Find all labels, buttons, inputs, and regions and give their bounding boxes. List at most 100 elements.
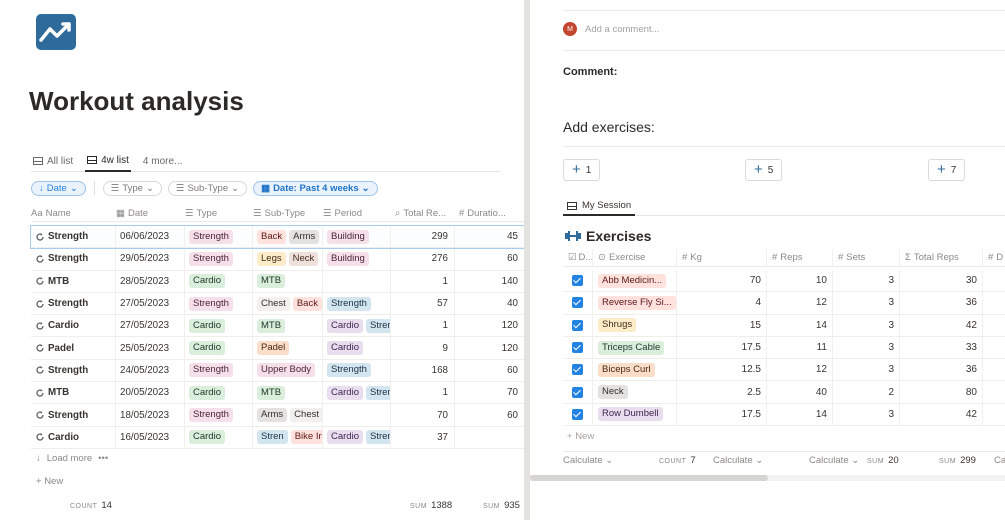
footer-sum-duration[interactable]: SUM 935: [483, 500, 520, 511]
column-header-total-reps[interactable]: ⌕ Total Re...: [391, 205, 455, 221]
cell-type[interactable]: Cardio: [185, 270, 253, 292]
comment-input[interactable]: Add a comment...: [585, 23, 660, 35]
table-row[interactable]: Strength 06/06/2023 Strength Back Arms Bu…: [30, 224, 524, 250]
cell-duration[interactable]: 140: [455, 271, 524, 292]
tab-my-session[interactable]: My Session: [563, 197, 636, 216]
exercise-tag[interactable]: Neck: [598, 385, 628, 400]
cell-subtype[interactable]: Arms Chest: [253, 404, 323, 426]
cell-date[interactable]: 29/05/2023: [116, 248, 185, 270]
new-row-button[interactable]: + New: [36, 476, 63, 487]
cell-sets[interactable]: 3: [833, 314, 900, 336]
cell-cut[interactable]: [983, 270, 1005, 291]
cell-sets[interactable]: 2: [833, 381, 900, 403]
cell-type[interactable]: Cardio: [185, 337, 253, 359]
footer-count[interactable]: COUNT 7: [659, 455, 696, 466]
cell-done[interactable]: [563, 381, 593, 403]
cell-done[interactable]: [563, 336, 593, 359]
tab-4w-list[interactable]: 4w list: [85, 150, 131, 172]
cell-period[interactable]: [323, 404, 391, 426]
column-header-kg[interactable]: # Kg: [677, 249, 767, 266]
cell-name[interactable]: Cardio: [31, 315, 116, 337]
cell-total-reps[interactable]: 1: [391, 315, 455, 337]
calculate-button[interactable]: Calculate ⌄: [713, 455, 764, 466]
cell-total-reps[interactable]: 1: [391, 270, 455, 292]
cell-type[interactable]: Strength: [185, 404, 253, 426]
cell-period[interactable]: Cardio Stren: [323, 426, 391, 448]
column-header-reps[interactable]: # Reps: [767, 249, 833, 266]
cell-total-reps[interactable]: 36: [900, 292, 983, 314]
checkbox[interactable]: [572, 342, 583, 354]
cell-name[interactable]: Strength: [31, 404, 116, 426]
cell-date[interactable]: 16/05/2023: [116, 426, 185, 448]
cell-name[interactable]: MTB: [31, 270, 116, 292]
cell-duration[interactable]: 120: [455, 315, 524, 336]
footer-sum-total[interactable]: SUM 299: [939, 455, 976, 466]
cell-subtype[interactable]: Padel: [253, 337, 323, 359]
cell-cut[interactable]: [983, 337, 1005, 358]
filter-subtype-button[interactable]: ☰ Sub-Type ⌄: [167, 181, 248, 196]
cell-duration[interactable]: 45: [455, 226, 524, 247]
cell-exercise[interactable]: Shrugs: [593, 314, 677, 336]
cell-date[interactable]: 24/05/2023: [116, 359, 185, 382]
calculate-button[interactable]: Calculate ⌄: [809, 455, 860, 466]
column-header-subtype[interactable]: ☰ Sub-Type: [253, 205, 323, 221]
cell-done[interactable]: [563, 314, 593, 336]
checkbox[interactable]: [572, 364, 583, 376]
cell-kg[interactable]: 15: [677, 314, 767, 336]
cell-duration[interactable]: 40: [455, 293, 524, 314]
cell-period[interactable]: Strength: [323, 359, 391, 382]
cell-reps[interactable]: 11: [767, 336, 833, 359]
exercise-row[interactable]: Neck 2.5 40 2 80: [563, 381, 1005, 404]
cell-subtype[interactable]: MTB: [253, 382, 323, 404]
cell-subtype[interactable]: Chest Back: [253, 292, 323, 315]
exercise-row[interactable]: Row Dumbell 17.5 14 3 42: [563, 403, 1005, 427]
cell-cut[interactable]: [983, 292, 1005, 313]
cell-subtype[interactable]: MTB: [253, 315, 323, 337]
exercise-tag[interactable]: Triceps Cable: [598, 340, 665, 355]
cell-done[interactable]: [563, 359, 593, 381]
cell-type[interactable]: Strength: [185, 248, 253, 270]
add-7-button[interactable]: +7: [928, 159, 966, 181]
column-header-done[interactable]: ☑ D...: [563, 249, 593, 266]
column-header-cut[interactable]: # D: [983, 249, 1005, 266]
cell-total-reps[interactable]: 36: [900, 359, 983, 381]
cell-exercise[interactable]: Neck: [593, 381, 677, 403]
cell-reps[interactable]: 12: [767, 292, 833, 314]
table-row[interactable]: Padel 25/05/2023 Cardio Padel Cardio 9 1…: [31, 337, 524, 360]
calculate-button[interactable]: Ca: [994, 455, 1005, 466]
cell-duration[interactable]: 60: [455, 360, 524, 381]
pane-divider[interactable]: [524, 0, 530, 520]
cell-duration[interactable]: 70: [455, 382, 524, 403]
footer-sum-sets[interactable]: SUM 20: [867, 455, 899, 466]
cell-name[interactable]: Strength: [31, 226, 116, 248]
cell-total-reps[interactable]: 57: [391, 292, 455, 315]
cell-name[interactable]: Cardio: [31, 426, 116, 448]
cell-cut[interactable]: [983, 315, 1005, 336]
cell-kg[interactable]: 12.5: [677, 359, 767, 381]
exercise-tag[interactable]: Biceps Curl: [598, 362, 655, 377]
column-header-name[interactable]: Aa Name: [31, 205, 116, 221]
cell-date[interactable]: 27/05/2023: [116, 315, 185, 337]
cell-total-reps[interactable]: 70: [391, 404, 455, 426]
cell-name[interactable]: Strength: [31, 359, 116, 382]
cell-kg[interactable]: 17.5: [677, 403, 767, 426]
cell-type[interactable]: Strength: [185, 226, 253, 248]
checkbox[interactable]: [572, 319, 583, 331]
load-more-button[interactable]: ↓ Load more •••: [36, 453, 108, 464]
cell-sets[interactable]: 3: [833, 359, 900, 381]
checkbox[interactable]: [572, 386, 583, 398]
cell-kg[interactable]: 70: [677, 270, 767, 292]
tab-all-list[interactable]: All list: [31, 150, 75, 172]
tab-more-views[interactable]: 4 more...: [141, 150, 184, 172]
checkbox[interactable]: [572, 275, 583, 287]
cell-kg[interactable]: 17.5: [677, 336, 767, 359]
cell-total-reps[interactable]: 37: [391, 426, 455, 448]
exercise-tag[interactable]: Shrugs: [598, 318, 637, 333]
column-header-type[interactable]: ☰ Type: [185, 205, 253, 221]
column-header-sets[interactable]: # Sets: [833, 249, 900, 266]
cell-type[interactable]: Cardio: [185, 382, 253, 404]
cell-type[interactable]: Strength: [185, 292, 253, 315]
cell-total-reps[interactable]: 30: [900, 270, 983, 292]
exercise-tag[interactable]: Reverse Fly Si...: [598, 295, 676, 310]
cell-date[interactable]: 18/05/2023: [116, 404, 185, 426]
